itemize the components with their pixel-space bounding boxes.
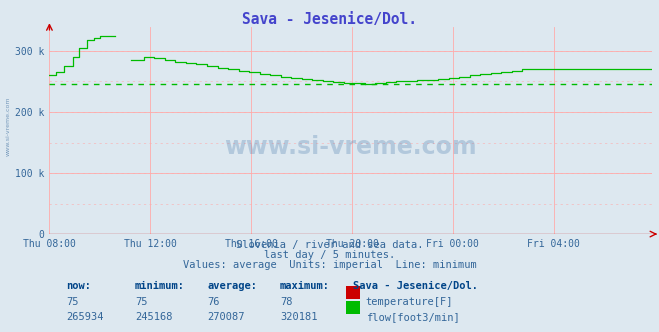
Text: 245168: 245168 bbox=[135, 312, 173, 322]
Text: maximum:: maximum: bbox=[280, 281, 330, 290]
Text: Sava - Jesenice/Dol.: Sava - Jesenice/Dol. bbox=[242, 12, 417, 27]
Text: average:: average: bbox=[208, 281, 258, 290]
Text: 265934: 265934 bbox=[66, 312, 103, 322]
Text: 75: 75 bbox=[66, 297, 78, 307]
Text: Values: average  Units: imperial  Line: minimum: Values: average Units: imperial Line: mi… bbox=[183, 260, 476, 270]
Text: 270087: 270087 bbox=[208, 312, 245, 322]
Text: flow[foot3/min]: flow[foot3/min] bbox=[366, 312, 459, 322]
Text: now:: now: bbox=[66, 281, 91, 290]
Text: minimum:: minimum: bbox=[135, 281, 185, 290]
Text: temperature[F]: temperature[F] bbox=[366, 297, 453, 307]
Text: 320181: 320181 bbox=[280, 312, 318, 322]
Text: 78: 78 bbox=[280, 297, 293, 307]
Text: Slovenia / river and sea data.: Slovenia / river and sea data. bbox=[236, 240, 423, 250]
Text: Sava - Jesenice/Dol.: Sava - Jesenice/Dol. bbox=[353, 281, 478, 290]
Text: last day / 5 minutes.: last day / 5 minutes. bbox=[264, 250, 395, 260]
Text: www.si-vreme.com: www.si-vreme.com bbox=[225, 135, 477, 159]
Text: 76: 76 bbox=[208, 297, 220, 307]
Text: 75: 75 bbox=[135, 297, 148, 307]
Text: www.si-vreme.com: www.si-vreme.com bbox=[5, 96, 11, 156]
